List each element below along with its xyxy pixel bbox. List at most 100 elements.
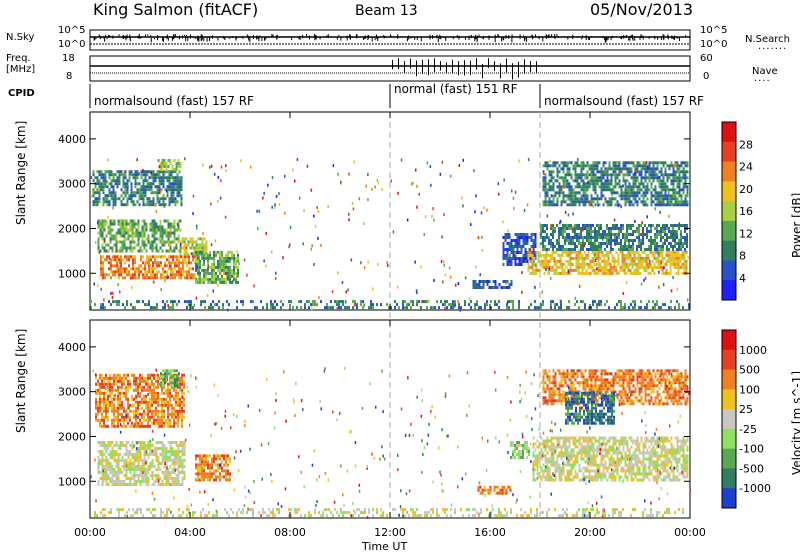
echo-cell (121, 406, 123, 410)
echo-cell (566, 194, 569, 198)
echo-cell (645, 161, 648, 165)
echo-cell (562, 194, 565, 198)
echo-cell (526, 242, 529, 245)
echo-cell (598, 242, 600, 245)
echo-cell (518, 300, 520, 304)
echo-cell (157, 409, 159, 413)
echo-cell (668, 197, 671, 201)
echo-cell (404, 306, 406, 310)
echo-cell (199, 259, 201, 263)
echo-cell (163, 412, 165, 416)
echo-cell (562, 167, 565, 171)
echo-cell (195, 246, 198, 250)
echo-cell (109, 237, 112, 241)
echo-cell (410, 306, 412, 310)
echo-cell (620, 224, 622, 227)
echo-cell (105, 397, 107, 401)
echo-cell (563, 262, 566, 266)
echo-cell (577, 265, 580, 269)
echo-cell (596, 233, 598, 236)
echo-cell (209, 277, 211, 281)
echo-cell (183, 397, 185, 401)
echo-cell (655, 265, 658, 269)
echo-cell (90, 176, 93, 180)
echo-cell (552, 194, 555, 198)
echo-cell (658, 161, 661, 165)
echo-cell (159, 168, 162, 171)
echo-cell (140, 194, 143, 198)
echo-cell (610, 248, 612, 251)
echo-cell (163, 159, 166, 162)
echo-cell (121, 234, 124, 238)
power-panel-echo-region (92, 170, 183, 207)
echo-cell (588, 185, 591, 189)
echo-cell (233, 274, 235, 278)
echo-cell (96, 170, 99, 174)
echo-cell (209, 250, 211, 254)
echo-cell (627, 265, 630, 269)
echo-cell (107, 468, 110, 471)
echo-cell (98, 173, 101, 177)
echo-cell (533, 256, 536, 260)
echo-cell (550, 300, 552, 304)
echo-cell (137, 400, 139, 404)
echo-cell (134, 173, 137, 177)
echo-cell (549, 159, 551, 163)
echo-cell (125, 249, 128, 253)
echo-cell (167, 424, 169, 428)
echo-cell (127, 450, 130, 453)
echo-cell (576, 239, 578, 242)
echo-cell (203, 274, 205, 278)
echo-cell (180, 182, 183, 186)
echo-cell (506, 248, 509, 251)
echo-cell (558, 227, 560, 230)
station-title: King Salmon (fitACF) (93, 0, 259, 19)
echo-cell (681, 271, 684, 275)
echo-cell (100, 176, 103, 180)
echo-cell (177, 450, 180, 453)
echo-cell (660, 198, 663, 202)
echo-cell (235, 262, 237, 266)
echo-cell (139, 246, 142, 250)
echo-cell (660, 170, 663, 174)
echo-cell (160, 190, 162, 194)
echo-cell (601, 265, 604, 269)
echo-cell (630, 161, 633, 165)
echo-cell (678, 248, 680, 251)
echo-cell (634, 303, 636, 307)
echo-cell (142, 168, 144, 172)
echo-cell (676, 224, 678, 227)
echo-cell (146, 203, 149, 207)
echo-cell (460, 306, 462, 310)
echo-cell (646, 185, 649, 189)
echo-cell (610, 191, 613, 195)
echo-cell (631, 262, 634, 266)
echo-cell (671, 253, 674, 257)
echo-cell (153, 385, 155, 389)
echo-cell (618, 203, 621, 207)
power-panel-echo-region (90, 300, 690, 310)
echo-cell (173, 477, 176, 480)
echo-cell (514, 260, 517, 263)
echo-cell (167, 159, 170, 162)
echo-cell (133, 219, 136, 223)
echo-cell (170, 200, 173, 204)
echo-cell (178, 255, 180, 259)
echo-cell (123, 391, 125, 395)
echo-cell (619, 265, 622, 269)
echo-cell (223, 280, 225, 284)
echo-cell (169, 447, 172, 450)
echo-cell (679, 256, 682, 260)
echo-cell (159, 462, 162, 465)
echo-cell (115, 418, 117, 422)
echo-cell (151, 382, 153, 386)
echo-cell (540, 233, 542, 236)
echo-cell (168, 176, 171, 180)
echo-cell (669, 256, 672, 260)
echo-cell (615, 265, 618, 269)
echo-cell (179, 483, 182, 486)
echo-cell (636, 236, 638, 239)
echo-cell (175, 477, 178, 480)
echo-cell (167, 222, 170, 226)
echo-cell (229, 271, 231, 275)
